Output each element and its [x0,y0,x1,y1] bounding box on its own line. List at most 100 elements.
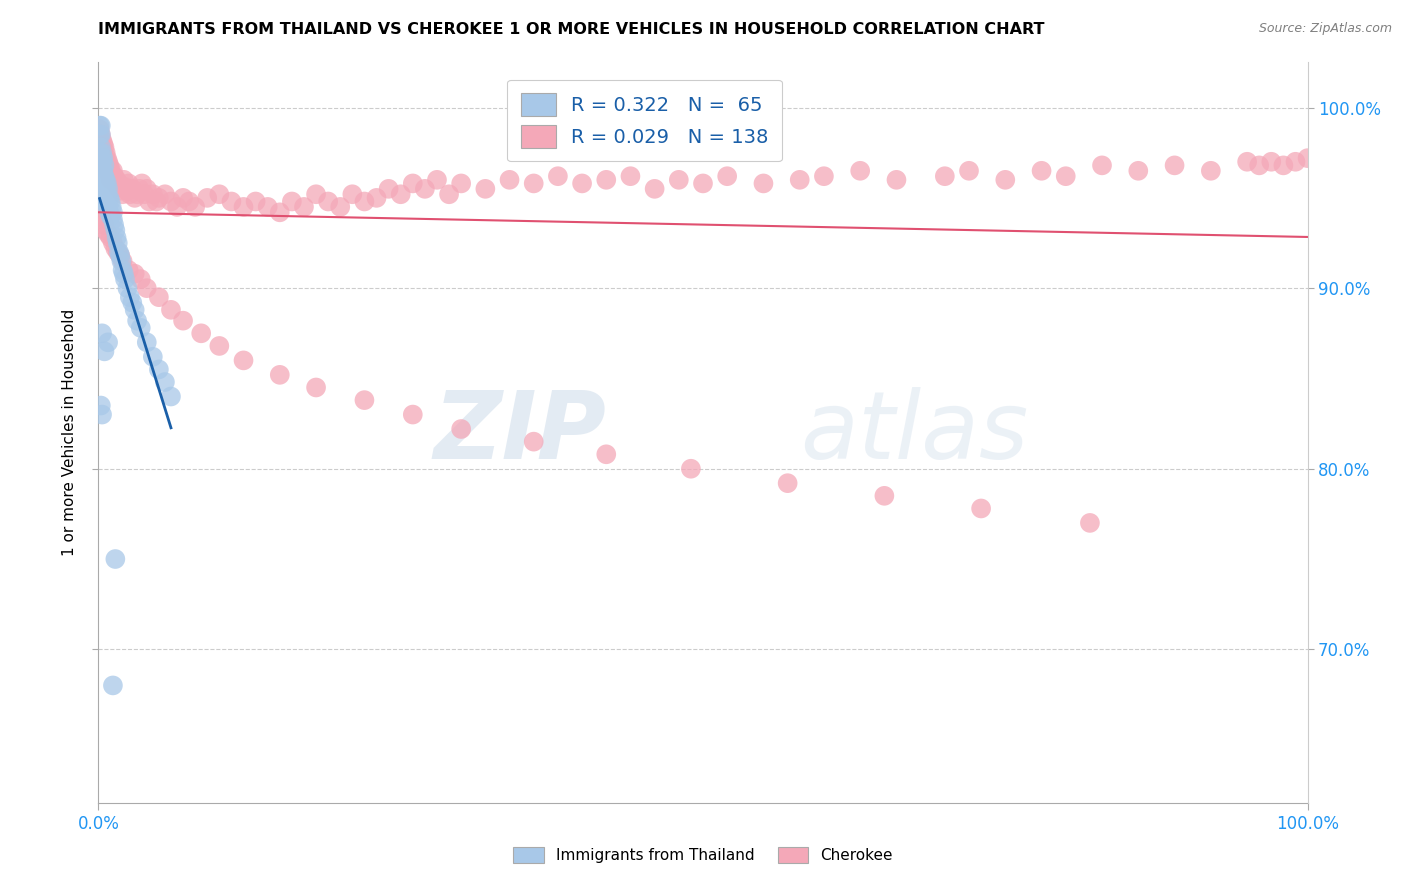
Point [89,122,111,136]
Point [112,173,135,187]
Point [93,194,115,209]
Text: ZIP: ZIP [433,386,606,479]
Point [96,187,118,202]
Point [107,245,129,260]
Point [127,313,149,327]
Point [89,145,111,160]
Point [413,182,436,196]
Point [110,254,132,268]
Point [91,408,114,422]
Point [292,200,315,214]
Point [129,321,152,335]
Point [498,173,520,187]
Point [97,227,120,241]
Point [179,194,201,209]
Point [93,158,115,172]
Point [91,326,114,341]
Point [108,249,131,263]
Point [94,173,117,187]
Point [103,218,125,232]
Point [134,187,156,202]
Point [91,133,114,147]
Point [111,254,134,268]
Point [195,191,218,205]
Point [135,281,157,295]
Point [104,552,127,566]
Point [108,184,131,198]
Text: atlas: atlas [800,387,1028,478]
Point [118,177,141,191]
Point [957,163,980,178]
Point [93,344,115,359]
Point [172,313,194,327]
Point [91,163,114,178]
Point [402,177,425,191]
Point [450,177,472,191]
Point [124,302,146,317]
Point [595,173,617,187]
Point [118,187,141,202]
Point [160,390,183,404]
Point [135,335,157,350]
Text: Source: ZipAtlas.com: Source: ZipAtlas.com [1258,22,1392,36]
Text: IMMIGRANTS FROM THAILAND VS CHEROKEE 1 OR MORE VEHICLES IN HOUSEHOLD CORRELATION: IMMIGRANTS FROM THAILAND VS CHEROKEE 1 O… [98,22,1045,37]
Point [232,200,254,214]
Point [353,194,375,209]
Point [93,151,115,165]
Point [97,194,120,209]
Point [97,335,120,350]
Point [329,200,352,214]
Point [111,187,134,202]
Point [789,173,811,187]
Point [90,399,112,413]
Point [232,353,254,368]
Point [426,173,449,187]
Point [127,187,149,202]
Point [90,128,112,142]
Point [619,169,641,184]
Point [108,249,131,263]
Point [117,184,139,198]
Point [776,476,799,491]
Point [1091,158,1114,172]
Point [100,230,122,244]
Point [91,151,114,165]
Point [269,368,291,382]
Point [692,177,714,191]
Point [245,194,267,209]
Point [93,169,115,184]
Point [1199,163,1222,178]
Point [121,182,143,196]
Point [100,200,122,214]
Point [208,187,231,202]
Point [100,161,122,176]
Point [402,408,425,422]
Point [100,209,122,223]
Point [98,168,121,182]
Point [91,177,114,191]
Point [90,158,112,172]
Point [994,173,1017,187]
Point [89,128,111,142]
Point [96,158,118,172]
Point [716,169,738,184]
Point [91,187,114,202]
Point [107,180,129,194]
Point [114,180,136,194]
Point [450,422,472,436]
Point [100,173,122,187]
Point [148,191,170,205]
Point [93,218,115,232]
Point [668,173,690,187]
Point [153,187,176,202]
Point [111,263,134,277]
Point [1128,163,1150,178]
Point [135,182,157,196]
Point [101,163,124,178]
Point [353,393,375,408]
Point [89,154,111,169]
Point [108,245,131,260]
Point [474,182,496,196]
Point [91,145,114,160]
Point [595,447,617,461]
